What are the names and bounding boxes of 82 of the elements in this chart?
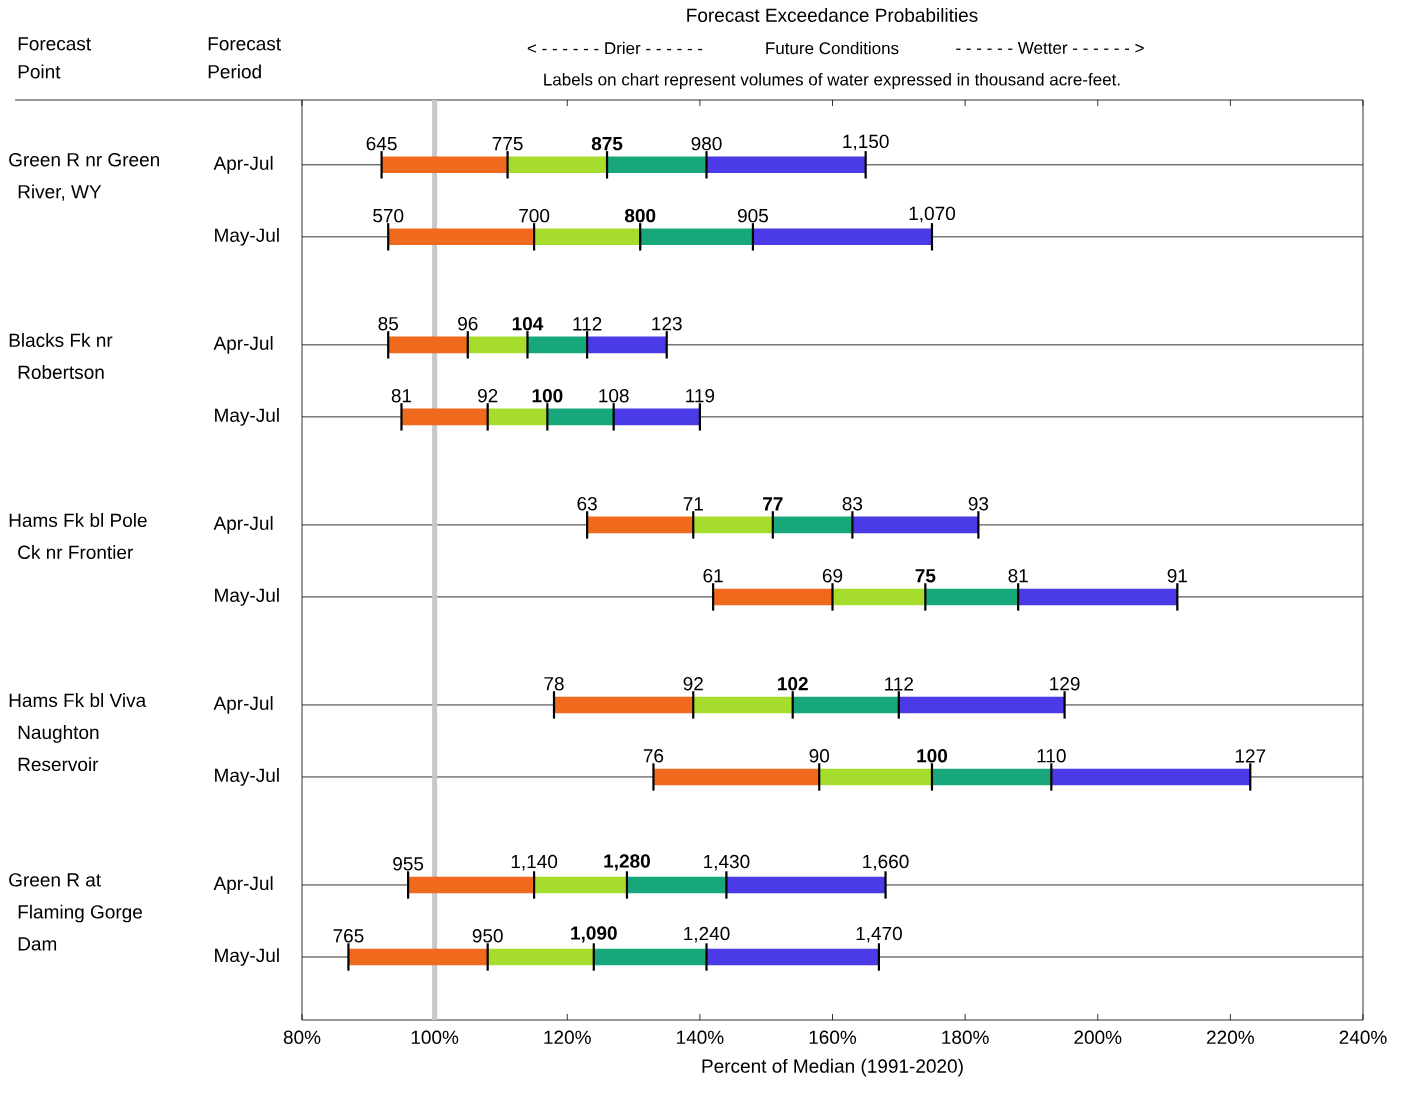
annotation: 1,070 bbox=[909, 206, 955, 223]
annotation: 69 bbox=[822, 568, 843, 583]
annotation: 83 bbox=[842, 496, 863, 511]
annotation: 81 bbox=[1008, 568, 1028, 583]
annotation: 1,430 bbox=[704, 854, 750, 871]
text: Blacks Fk nr Robertson bbox=[9, 333, 113, 379]
text: Green R at Flaming Gorge Dam bbox=[9, 873, 142, 951]
annotation: 950 bbox=[472, 929, 503, 943]
y-tick-label: Apr-Jul bbox=[213, 876, 273, 894]
annotation: 71 bbox=[683, 497, 703, 511]
annotation: 1,660 bbox=[863, 854, 909, 871]
y-tick-label: Apr-Jul bbox=[213, 336, 273, 354]
annotation: 104 bbox=[512, 316, 544, 331]
annotation: 77 bbox=[763, 497, 783, 511]
annotation: 93 bbox=[968, 496, 989, 511]
annotation: 1,470 bbox=[856, 926, 902, 943]
annotation: 108 bbox=[599, 388, 629, 403]
y-tick-label: May-Jul bbox=[215, 588, 279, 606]
annotation: 1,150 bbox=[843, 134, 889, 151]
text: Future Conditions bbox=[766, 41, 899, 55]
annotation: 875 bbox=[591, 136, 623, 151]
x-tick-label: 220% bbox=[1207, 1030, 1254, 1044]
annotation: 112 bbox=[885, 677, 914, 691]
y-tick-label: Apr-Jul bbox=[213, 696, 273, 714]
text: Green R nr Green River, WY bbox=[9, 153, 160, 201]
annotation: 905 bbox=[737, 208, 768, 223]
annotation: 63 bbox=[577, 496, 597, 511]
annotation: 76 bbox=[643, 749, 664, 763]
x-tick-label: 240% bbox=[1339, 1030, 1387, 1044]
annotation: 110 bbox=[1037, 749, 1066, 763]
annotation: 775 bbox=[492, 137, 523, 151]
annotation: 570 bbox=[373, 208, 404, 223]
annotation: 129 bbox=[1050, 677, 1080, 691]
x-tick-label: 160% bbox=[809, 1030, 857, 1044]
annotation: 1,140 bbox=[511, 854, 558, 871]
x-tick-label: 140% bbox=[677, 1030, 724, 1044]
y-tick-label: Apr-Jul bbox=[213, 516, 273, 534]
x-tick-label: 200% bbox=[1074, 1030, 1122, 1044]
text: Forecast Period bbox=[208, 37, 281, 79]
annotation: 92 bbox=[683, 677, 703, 691]
annotation: 955 bbox=[393, 857, 424, 871]
annotation: 100 bbox=[532, 388, 563, 403]
y-tick-label: May-Jul bbox=[215, 768, 279, 786]
text: Forecast Point bbox=[18, 37, 91, 79]
x-axis-title: Percent of Median (1991-2020) bbox=[702, 1058, 963, 1077]
y-tick-label: May-Jul bbox=[215, 227, 279, 246]
annotation: 700 bbox=[519, 208, 550, 223]
x-tick-label: 80% bbox=[283, 1030, 321, 1044]
annotation: 112 bbox=[573, 317, 602, 331]
annotation: 81 bbox=[391, 388, 412, 403]
annotation: 61 bbox=[703, 568, 723, 583]
y-tick-label: May-Jul bbox=[215, 948, 279, 966]
annotation: 90 bbox=[809, 749, 830, 763]
annotation: 1,090 bbox=[571, 926, 617, 943]
y-tick-label: May-Jul bbox=[215, 408, 279, 426]
annotation: 980 bbox=[691, 136, 722, 151]
text: Labels on chart represent volumes of water expressed in thousand acre-feet. bbox=[544, 73, 1120, 89]
annotation: 96 bbox=[458, 316, 478, 331]
annotation: 75 bbox=[915, 569, 936, 583]
chart-title: Forecast Exceedance Probabilities bbox=[687, 8, 978, 22]
x-tick-label: 100% bbox=[411, 1030, 459, 1044]
annotation: 1,280 bbox=[604, 854, 650, 871]
annotation: 100 bbox=[917, 749, 948, 763]
annotation: 85 bbox=[378, 316, 398, 331]
text: Hams Fk bl Viva Naughton Reservoir bbox=[9, 693, 147, 772]
annotation: 127 bbox=[1235, 749, 1266, 763]
x-tick-label: 180% bbox=[942, 1030, 989, 1044]
text: Hams Fk bl Pole Ck nr Frontier bbox=[9, 513, 147, 560]
x-tick-label: 120% bbox=[544, 1030, 591, 1044]
annotation: 123 bbox=[652, 316, 682, 331]
annotation: 102 bbox=[778, 677, 808, 691]
annotation: 1,240 bbox=[684, 926, 730, 943]
annotation: 91 bbox=[1167, 568, 1187, 583]
annotation: 645 bbox=[366, 136, 397, 151]
annotation: 800 bbox=[624, 208, 656, 223]
text: < - - - - - - Drier - - - - - - bbox=[527, 41, 703, 55]
annotation: 119 bbox=[686, 388, 715, 403]
annotation: 765 bbox=[333, 929, 364, 943]
text: - - - - - - Wetter - - - - - - > bbox=[956, 42, 1144, 54]
annotation: 92 bbox=[478, 388, 498, 403]
y-tick-label: Apr-Jul bbox=[213, 155, 273, 174]
annotation: 78 bbox=[544, 677, 564, 691]
